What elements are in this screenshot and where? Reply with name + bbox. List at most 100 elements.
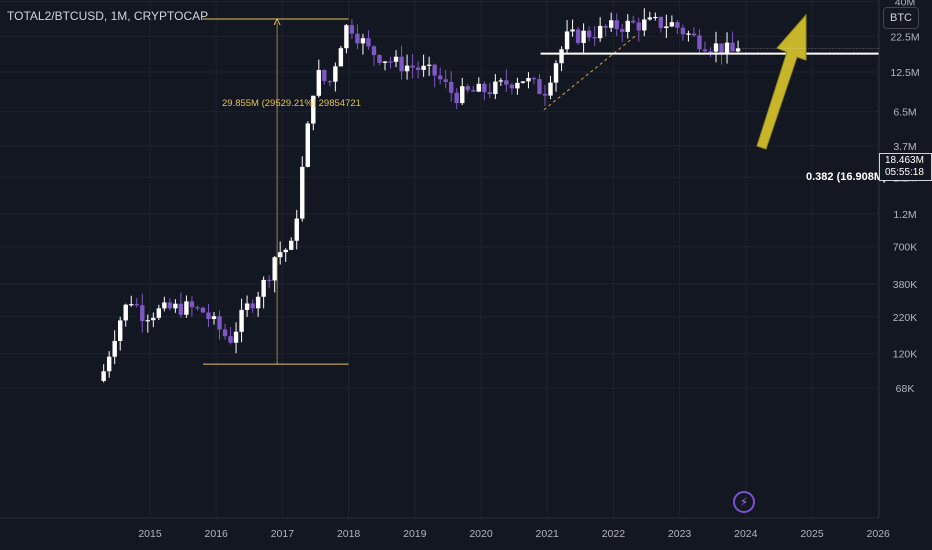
candle-down	[730, 42, 735, 52]
candle-down	[266, 279, 272, 282]
forecast-arrow	[756, 13, 807, 150]
candle-down	[415, 67, 421, 70]
candle-up	[311, 95, 316, 124]
candle-up	[244, 303, 250, 310]
measure-arrowhead	[273, 17, 281, 26]
time-axis[interactable]: 2015 2016 2017 2018 2019 2020 2021 2022 2023 2024…	[138, 528, 890, 540]
last-price-tag: 18.463M 05:55:18	[879, 153, 932, 181]
candle-up	[642, 19, 647, 31]
candle-down	[228, 336, 233, 343]
candle-down	[691, 33, 697, 36]
candle-up	[426, 64, 432, 66]
candle-up	[515, 82, 520, 89]
candle-down	[349, 25, 355, 34]
candle-up	[300, 166, 305, 219]
candle-down	[178, 303, 184, 315]
candle-up	[404, 65, 410, 72]
candle-up	[294, 218, 299, 241]
candle-down	[487, 92, 493, 95]
candle-up	[289, 240, 294, 250]
time-tick-label: 2026	[867, 528, 891, 540]
candle-down	[631, 20, 636, 23]
currency-button[interactable]: BTC	[883, 7, 919, 29]
candle-up	[145, 320, 150, 322]
candle-down	[675, 22, 680, 28]
candle-up	[570, 29, 575, 32]
candle-up	[277, 252, 283, 258]
candle-down	[371, 46, 377, 56]
candle-down	[702, 49, 708, 52]
candle-up	[239, 309, 244, 332]
candle-down	[575, 29, 581, 43]
candle-down	[355, 33, 360, 44]
time-tick-label: 2017	[271, 528, 295, 540]
candle-down	[620, 29, 625, 32]
candle-up	[211, 316, 217, 320]
candle-down	[680, 27, 686, 35]
time-tick-label: 2018	[337, 528, 361, 540]
price-tick-label: 22.5M	[890, 31, 919, 43]
candle-up	[564, 31, 570, 50]
candle-up	[526, 78, 531, 82]
candle-up	[338, 48, 344, 67]
candle-down	[366, 38, 371, 47]
candle-down	[449, 81, 454, 93]
candle-up	[498, 80, 504, 82]
candle-down	[636, 22, 641, 31]
candle-down	[388, 61, 393, 63]
candle-down	[586, 30, 592, 38]
measure-label: 29.855M (29529.21%) 29854721	[222, 98, 361, 109]
candle-up	[735, 48, 741, 52]
candle-up	[559, 49, 564, 64]
time-tick-label: 2015	[138, 528, 162, 540]
candle-down	[454, 92, 459, 104]
candle-up	[460, 86, 465, 104]
candle-down	[719, 43, 724, 55]
candle-up	[101, 371, 106, 381]
candle-up	[106, 356, 112, 372]
candle-down	[432, 64, 437, 76]
lightning-bolt-icon[interactable]: ⚡	[733, 491, 755, 513]
price-tick-label: 700K	[893, 242, 918, 254]
candle-up	[283, 249, 288, 253]
candle-down	[217, 316, 222, 330]
candle-up	[653, 16, 658, 19]
price-axis[interactable]: 120M70M40M22.5M12.5M6.5M3.7M2.2M1.2M700K…	[890, 0, 919, 395]
time-tick-label: 2019	[403, 528, 427, 540]
candle-down	[531, 78, 537, 80]
candle-up	[724, 42, 730, 55]
candle-up	[493, 81, 498, 95]
candle-up	[669, 22, 675, 27]
candle-up	[151, 317, 156, 321]
candle-up	[123, 304, 128, 321]
candle-up	[156, 308, 162, 318]
candle-down	[697, 35, 702, 50]
candle-down	[658, 16, 664, 29]
candle-up	[162, 302, 167, 309]
candle-up	[608, 20, 614, 28]
candle-up	[647, 17, 653, 20]
candle-up	[476, 83, 481, 92]
candle-up	[713, 43, 719, 52]
candle-down	[437, 75, 443, 80]
candle-down	[603, 25, 608, 28]
price-tick-label: 1.2M	[893, 209, 916, 221]
time-tick-label: 2024	[734, 528, 758, 540]
chart-overlays	[202, 13, 879, 365]
candle-up	[255, 296, 261, 309]
last-price-value: 18.463M	[885, 155, 924, 166]
candle-up	[553, 63, 559, 83]
candle-down	[206, 312, 211, 320]
candle-up	[686, 33, 691, 35]
candles	[101, 8, 741, 383]
candle-up	[112, 340, 117, 357]
bar-countdown: 05:55:18	[885, 167, 924, 178]
candle-down	[482, 83, 487, 93]
candle-down	[708, 51, 713, 53]
candle-up	[382, 61, 388, 63]
price-tick-label: 380K	[893, 279, 918, 291]
candle-down	[537, 79, 542, 94]
candle-up	[333, 66, 338, 82]
fib-level-label: 0.382 (16.908M)	[806, 171, 887, 183]
